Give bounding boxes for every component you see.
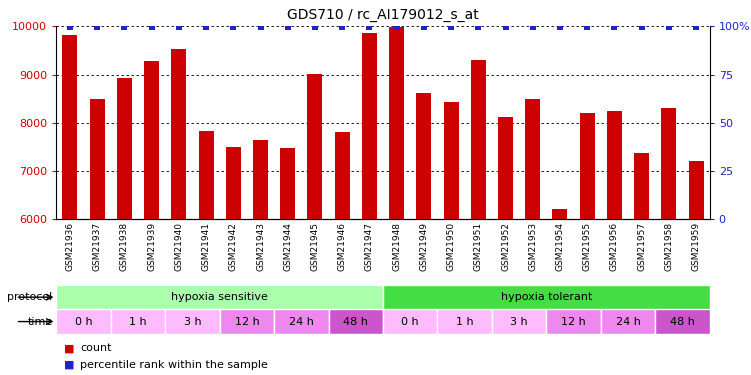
Text: 48 h: 48 h — [670, 316, 695, 327]
Bar — [383, 285, 710, 309]
Point — [554, 24, 566, 30]
Point — [200, 24, 212, 30]
Text: 24 h: 24 h — [289, 316, 314, 327]
Text: 3 h: 3 h — [184, 316, 201, 327]
Bar — [171, 50, 186, 219]
Bar — [389, 27, 404, 219]
Bar — [607, 111, 622, 219]
Text: count: count — [80, 343, 112, 353]
Bar — [547, 309, 601, 334]
Point — [391, 24, 403, 30]
Point — [608, 24, 620, 30]
Bar — [198, 131, 213, 219]
Point — [472, 24, 484, 30]
Bar — [362, 33, 377, 219]
Point — [173, 24, 185, 30]
Point — [309, 24, 321, 30]
Title: GDS710 / rc_AI179012_s_at: GDS710 / rc_AI179012_s_at — [287, 9, 479, 22]
Bar — [56, 309, 111, 334]
Text: 48 h: 48 h — [343, 316, 368, 327]
Point — [418, 24, 430, 30]
Bar — [219, 309, 274, 334]
Text: 1 h: 1 h — [129, 316, 146, 327]
Bar — [165, 309, 219, 334]
Bar — [144, 61, 159, 219]
Text: ■: ■ — [64, 343, 74, 353]
Point — [663, 24, 675, 30]
Text: 0 h: 0 h — [402, 316, 419, 327]
Bar — [655, 309, 710, 334]
Bar — [580, 113, 595, 219]
Bar — [634, 153, 649, 219]
Bar — [553, 209, 568, 219]
Point — [228, 24, 240, 30]
Text: 12 h: 12 h — [561, 316, 586, 327]
Bar — [111, 309, 165, 334]
Bar — [226, 147, 241, 219]
Bar — [601, 309, 655, 334]
Bar — [689, 161, 704, 219]
Point — [581, 24, 593, 30]
Bar — [437, 309, 492, 334]
Bar — [253, 140, 268, 219]
Text: 1 h: 1 h — [456, 316, 473, 327]
Bar — [444, 102, 459, 219]
Point — [119, 24, 131, 30]
Bar — [525, 99, 540, 219]
Text: hypoxia tolerant: hypoxia tolerant — [501, 292, 592, 302]
Point — [690, 24, 702, 30]
Text: hypoxia sensitive: hypoxia sensitive — [171, 292, 268, 302]
Point — [499, 24, 511, 30]
Bar — [498, 117, 513, 219]
Text: 12 h: 12 h — [234, 316, 259, 327]
Point — [64, 24, 76, 30]
Bar — [383, 309, 437, 334]
Bar — [307, 74, 322, 219]
Bar — [328, 309, 383, 334]
Point — [363, 24, 376, 30]
Point — [282, 24, 294, 30]
Text: percentile rank within the sample: percentile rank within the sample — [80, 360, 268, 370]
Bar — [662, 108, 677, 219]
Text: 24 h: 24 h — [616, 316, 641, 327]
Point — [336, 24, 348, 30]
Bar — [117, 78, 132, 219]
Bar — [335, 132, 350, 219]
Bar — [416, 93, 431, 219]
Bar — [274, 309, 328, 334]
Bar — [89, 99, 104, 219]
Text: time: time — [27, 316, 53, 327]
Bar — [492, 309, 547, 334]
Text: protocol: protocol — [8, 292, 53, 302]
Point — [445, 24, 457, 30]
Text: 3 h: 3 h — [511, 316, 528, 327]
Point — [91, 24, 103, 30]
Text: ■: ■ — [64, 360, 74, 370]
Point — [255, 24, 267, 30]
Text: 0 h: 0 h — [75, 316, 92, 327]
Bar — [280, 148, 295, 219]
Bar — [471, 60, 486, 219]
Bar — [56, 285, 383, 309]
Point — [146, 24, 158, 30]
Point — [635, 24, 647, 30]
Point — [526, 24, 538, 30]
Bar — [62, 35, 77, 219]
